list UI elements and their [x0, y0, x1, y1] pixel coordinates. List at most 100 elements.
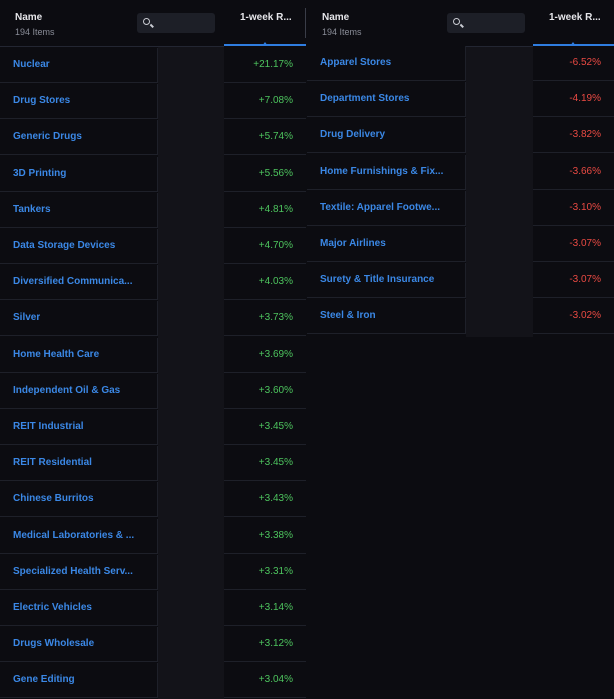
- table-row-name[interactable]: Major Airlines: [307, 227, 466, 262]
- table-row-name[interactable]: Generic Drugs: [0, 120, 158, 156]
- table-row-name[interactable]: REIT Residential: [0, 446, 158, 482]
- table-row-name[interactable]: Apparel Stores: [307, 46, 466, 81]
- one-week-header-label: 1-week R...: [240, 12, 292, 23]
- table-row-value: +5.74%: [224, 120, 306, 156]
- table-row-value: +4.70%: [224, 229, 306, 264]
- table-row-name[interactable]: 3D Printing: [0, 156, 158, 192]
- row-name-link[interactable]: Medical Laboratories & ...: [13, 529, 135, 541]
- one-week-return-header[interactable]: 1-week R...: [533, 0, 614, 46]
- row-return-value: +3.31%: [258, 565, 293, 577]
- gainers-table: Name 194 Items 1-week R... Nuclear +21.17…: [0, 0, 307, 699]
- table-row-name[interactable]: Department Stores: [307, 82, 466, 118]
- table-row-name[interactable]: Specialized Health Serv...: [0, 554, 158, 590]
- table-row-value: -3.82%: [533, 118, 614, 154]
- row-name-link[interactable]: Gene Editing: [13, 674, 75, 686]
- row-name-link[interactable]: Tankers: [13, 203, 51, 215]
- table-row-value: -3.07%: [533, 263, 614, 299]
- one-week-return-header[interactable]: 1-week R...: [224, 0, 306, 46]
- row-name-link[interactable]: 3D Printing: [13, 167, 67, 179]
- table-row-value: +3.60%: [224, 373, 306, 409]
- table-row-name[interactable]: Data Storage Devices: [0, 229, 158, 264]
- table-row-value: +3.04%: [224, 663, 306, 699]
- table-row-name[interactable]: REIT Industrial: [0, 410, 158, 445]
- search-input[interactable]: [137, 13, 215, 33]
- row-name-link[interactable]: Surety & Title Insurance: [320, 274, 435, 286]
- table-row-name[interactable]: Tankers: [0, 192, 158, 228]
- table-row-value: +4.81%: [224, 192, 306, 228]
- table-row-value: +3.45%: [224, 446, 306, 482]
- table-row-value: -3.10%: [533, 190, 614, 226]
- table-row-value: +3.69%: [224, 337, 306, 373]
- search-input[interactable]: [447, 13, 525, 33]
- row-name-link[interactable]: Generic Drugs: [13, 131, 82, 143]
- table-row-name[interactable]: Drug Stores: [0, 84, 158, 120]
- row-name-link[interactable]: Specialized Health Serv...: [13, 565, 133, 577]
- table-row-value: +3.43%: [224, 482, 306, 518]
- row-name-link[interactable]: Major Airlines: [320, 238, 386, 249]
- table-row-value: +3.73%: [224, 301, 306, 337]
- row-name-link[interactable]: Apparel Stores: [320, 57, 392, 68]
- row-name-link[interactable]: Electric Vehicles: [13, 602, 92, 613]
- row-return-value: +21.17%: [253, 59, 293, 70]
- row-return-value: +4.70%: [258, 240, 293, 251]
- sort-descending-icon: [262, 42, 268, 46]
- row-return-value: +3.38%: [258, 529, 293, 541]
- item-count: 194 Items: [15, 27, 55, 37]
- table-row-value: -6.52%: [533, 46, 614, 81]
- table-row-name[interactable]: Diversified Communica...: [0, 265, 158, 301]
- column-resize-handle[interactable]: [305, 8, 306, 38]
- row-name-link[interactable]: Drugs Wholesale: [13, 638, 95, 650]
- table-row-value: +5.56%: [224, 156, 306, 192]
- row-name-link[interactable]: Diversified Communica...: [13, 276, 133, 288]
- row-name-link[interactable]: Nuclear: [13, 59, 50, 70]
- one-week-header-label: 1-week R...: [549, 12, 601, 23]
- row-return-value: +7.08%: [258, 95, 293, 107]
- name-column-header[interactable]: Name 194 Items: [307, 0, 533, 47]
- row-name-link[interactable]: Department Stores: [320, 93, 410, 105]
- row-return-value: -6.52%: [569, 57, 601, 68]
- name-header-label: Name: [15, 12, 43, 23]
- row-name-link[interactable]: Steel & Iron: [320, 310, 376, 322]
- table-row-name[interactable]: Textile: Apparel Footwe...: [307, 190, 466, 226]
- row-return-value: +3.73%: [258, 312, 293, 324]
- table-row-name[interactable]: Chinese Burritos: [0, 482, 158, 518]
- row-name-link[interactable]: REIT Residential: [13, 457, 92, 469]
- row-name-link[interactable]: Silver: [13, 312, 41, 324]
- row-return-value: -3.02%: [569, 310, 601, 322]
- row-name-link[interactable]: Independent Oil & Gas: [13, 384, 121, 396]
- table-row-name[interactable]: Drugs Wholesale: [0, 627, 158, 663]
- row-name-link[interactable]: Home Health Care: [13, 348, 100, 360]
- table-row-name[interactable]: Drug Delivery: [307, 118, 466, 154]
- table-row-value: +7.08%: [224, 84, 306, 120]
- table-row-name[interactable]: Surety & Title Insurance: [307, 263, 466, 299]
- table-row-name[interactable]: Home Health Care: [0, 337, 158, 373]
- row-name-link[interactable]: Drug Stores: [13, 95, 71, 107]
- row-name-link[interactable]: Chinese Burritos: [13, 493, 94, 505]
- table-row-value: +21.17%: [224, 48, 306, 83]
- table-row-name[interactable]: Home Furnishings & Fix...: [307, 154, 466, 190]
- table-row-name[interactable]: Medical Laboratories & ...: [0, 518, 158, 554]
- row-name-link[interactable]: Data Storage Devices: [13, 240, 116, 251]
- row-return-value: +3.69%: [258, 348, 293, 360]
- row-name-link[interactable]: Home Furnishings & Fix...: [320, 165, 444, 177]
- row-return-value: +3.14%: [258, 602, 293, 613]
- table-row-name[interactable]: Electric Vehicles: [0, 591, 158, 626]
- row-return-value: -3.10%: [569, 201, 601, 213]
- table-row-name[interactable]: Silver: [0, 301, 158, 337]
- table-row-value: -3.02%: [533, 299, 614, 335]
- table-row-name[interactable]: Independent Oil & Gas: [0, 373, 158, 409]
- table-row-name[interactable]: Nuclear: [0, 48, 158, 83]
- row-return-value: +3.60%: [258, 384, 293, 396]
- table-row-value: +4.03%: [224, 265, 306, 301]
- row-return-value: +3.45%: [258, 421, 293, 432]
- row-name-link[interactable]: Drug Delivery: [320, 129, 386, 141]
- table-row-name[interactable]: Steel & Iron: [307, 299, 466, 335]
- row-name-link[interactable]: Textile: Apparel Footwe...: [320, 201, 441, 213]
- name-column-header[interactable]: Name 194 Items: [0, 0, 224, 47]
- table-row-value: +3.38%: [224, 518, 306, 554]
- name-header-label: Name: [322, 12, 350, 23]
- search-icon: [453, 18, 460, 25]
- row-name-link[interactable]: REIT Industrial: [13, 421, 84, 432]
- table-row-name[interactable]: Gene Editing: [0, 663, 158, 699]
- search-icon: [143, 18, 150, 25]
